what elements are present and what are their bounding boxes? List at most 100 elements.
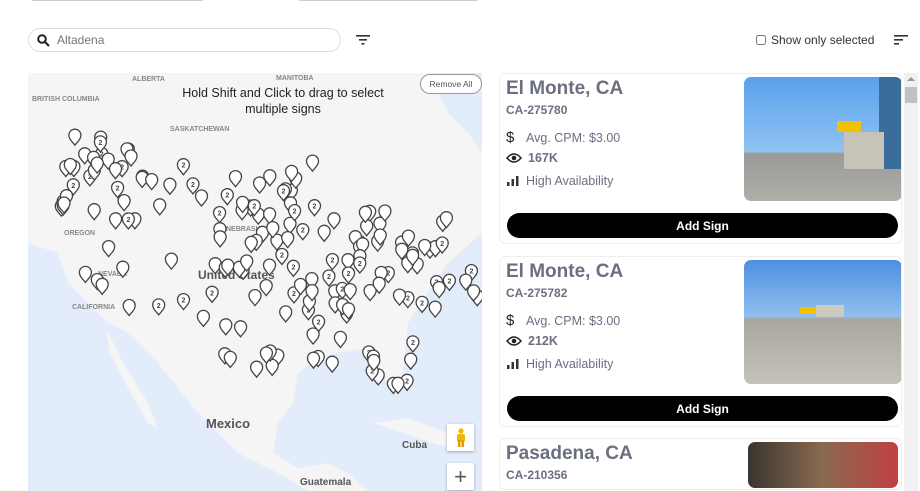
filter-icon[interactable] xyxy=(356,34,370,46)
map-pin[interactable] xyxy=(122,298,136,317)
map-pin[interactable] xyxy=(432,280,446,299)
sort-icon[interactable] xyxy=(894,34,908,46)
map-pin[interactable] xyxy=(373,228,387,247)
map-pin[interactable] xyxy=(305,154,320,173)
add-sign-button[interactable]: Add Sign xyxy=(507,213,898,238)
map-pin[interactable]: 2 xyxy=(176,158,191,176)
map-pin[interactable]: 2 xyxy=(435,236,449,255)
map-pin[interactable]: 2 xyxy=(322,269,336,288)
scrollbar-thumb[interactable] xyxy=(905,87,917,103)
scrollbar[interactable] xyxy=(904,73,918,491)
show-only-selected-checkbox[interactable] xyxy=(756,35,766,45)
map-pin[interactable] xyxy=(404,352,418,371)
map-pin[interactable] xyxy=(252,176,267,195)
map-pin[interactable] xyxy=(57,196,71,215)
map-pin[interactable] xyxy=(459,273,473,292)
map-pin[interactable] xyxy=(333,330,348,349)
remove-all-button[interactable]: Remove All xyxy=(420,74,482,94)
map-pin[interactable] xyxy=(101,239,116,258)
map-pin[interactable] xyxy=(405,248,420,267)
map-canvas[interactable]: BRITISH COLUMBIA ALBERTA SASKATCHEWAN MANIT… xyxy=(28,73,482,491)
map-pin[interactable] xyxy=(108,212,123,230)
map-pin[interactable]: 2 xyxy=(93,135,108,153)
map-pin[interactable]: 2 xyxy=(186,177,200,195)
map-pin[interactable] xyxy=(283,216,297,235)
map-pin[interactable] xyxy=(262,258,277,277)
map-pin[interactable] xyxy=(219,318,233,336)
map-pin[interactable]: 2 xyxy=(121,212,136,230)
map-pin[interactable]: 2 xyxy=(110,180,125,199)
map-pin[interactable] xyxy=(418,238,432,257)
map-pin[interactable] xyxy=(244,235,258,254)
top-tab-left[interactable] xyxy=(30,0,205,1)
map-pin[interactable] xyxy=(378,204,392,223)
top-tab-right[interactable] xyxy=(297,0,480,1)
map-pin[interactable] xyxy=(466,284,481,302)
map-pin[interactable] xyxy=(428,300,442,319)
map-pin[interactable] xyxy=(392,288,407,307)
map-pin[interactable] xyxy=(116,260,130,279)
map-pin[interactable] xyxy=(90,156,104,175)
map-pin[interactable] xyxy=(306,327,320,346)
map-pin[interactable] xyxy=(284,164,299,183)
map-pin[interactable] xyxy=(358,205,373,224)
map-pin[interactable] xyxy=(279,305,293,323)
map-pin[interactable] xyxy=(194,189,209,208)
map-pin[interactable]: 2 xyxy=(325,252,340,271)
map-pin[interactable]: 2 xyxy=(341,266,356,285)
map-pin[interactable] xyxy=(235,195,250,214)
map-pin[interactable]: 2 xyxy=(296,223,310,241)
map-pin[interactable] xyxy=(372,276,386,295)
map-pin[interactable] xyxy=(293,277,308,296)
map-pin[interactable]: 2 xyxy=(276,184,291,202)
map-pin[interactable] xyxy=(363,283,377,302)
map-pin[interactable] xyxy=(163,177,177,196)
map-pin[interactable] xyxy=(266,220,280,239)
map-pin[interactable]: 2 xyxy=(286,259,301,278)
map-pin[interactable] xyxy=(306,351,321,370)
search-input[interactable] xyxy=(57,33,317,47)
zoom-in-button[interactable]: + xyxy=(447,463,474,490)
map-pin[interactable]: 2 xyxy=(275,247,289,266)
map-pin[interactable] xyxy=(327,212,341,230)
map-pin[interactable]: 2 xyxy=(247,199,261,217)
map-pin[interactable] xyxy=(259,278,273,297)
map-pin[interactable]: 2 xyxy=(307,199,322,217)
map-pin[interactable] xyxy=(305,283,319,302)
map-pin[interactable] xyxy=(395,242,409,261)
map-pin[interactable]: 2 xyxy=(311,314,326,333)
map-pin[interactable] xyxy=(221,258,235,277)
map-pin[interactable] xyxy=(270,233,284,252)
map-pin[interactable] xyxy=(153,198,167,216)
map-pin[interactable]: 2 xyxy=(152,298,166,316)
map-pin[interactable] xyxy=(124,149,138,168)
scroll-up-icon[interactable] xyxy=(907,77,915,81)
search-bar[interactable] xyxy=(28,28,341,52)
map-pin[interactable] xyxy=(367,353,381,372)
map-pin[interactable] xyxy=(262,207,277,225)
map-pin[interactable] xyxy=(401,229,416,248)
add-sign-button[interactable]: Add Sign xyxy=(507,396,898,421)
map-pin[interactable]: 2 xyxy=(205,285,219,304)
map-pin[interactable] xyxy=(196,309,211,328)
street-view-pegman[interactable] xyxy=(447,424,474,451)
map-pin[interactable]: 2 xyxy=(220,188,234,206)
map-pin[interactable]: 2 xyxy=(287,203,302,222)
map-pin[interactable] xyxy=(63,157,77,176)
map-pin[interactable] xyxy=(317,224,331,243)
show-only-selected[interactable]: Show only selected xyxy=(756,33,874,47)
map-pin[interactable]: 2 xyxy=(415,295,429,314)
map-pin[interactable] xyxy=(108,162,123,180)
map-pin[interactable] xyxy=(391,376,405,395)
map-pin[interactable]: 2 xyxy=(406,335,420,353)
map-pin[interactable] xyxy=(228,169,243,188)
map-pin[interactable] xyxy=(68,128,82,147)
map-pin[interactable] xyxy=(78,265,93,284)
map-pin[interactable] xyxy=(240,254,254,273)
map-pin[interactable] xyxy=(259,346,274,365)
map-pin[interactable] xyxy=(248,288,262,307)
map-pin[interactable]: 2 xyxy=(212,205,227,224)
map-pin[interactable] xyxy=(341,302,356,320)
map-pin[interactable] xyxy=(117,193,131,212)
map-pin[interactable] xyxy=(87,203,101,221)
